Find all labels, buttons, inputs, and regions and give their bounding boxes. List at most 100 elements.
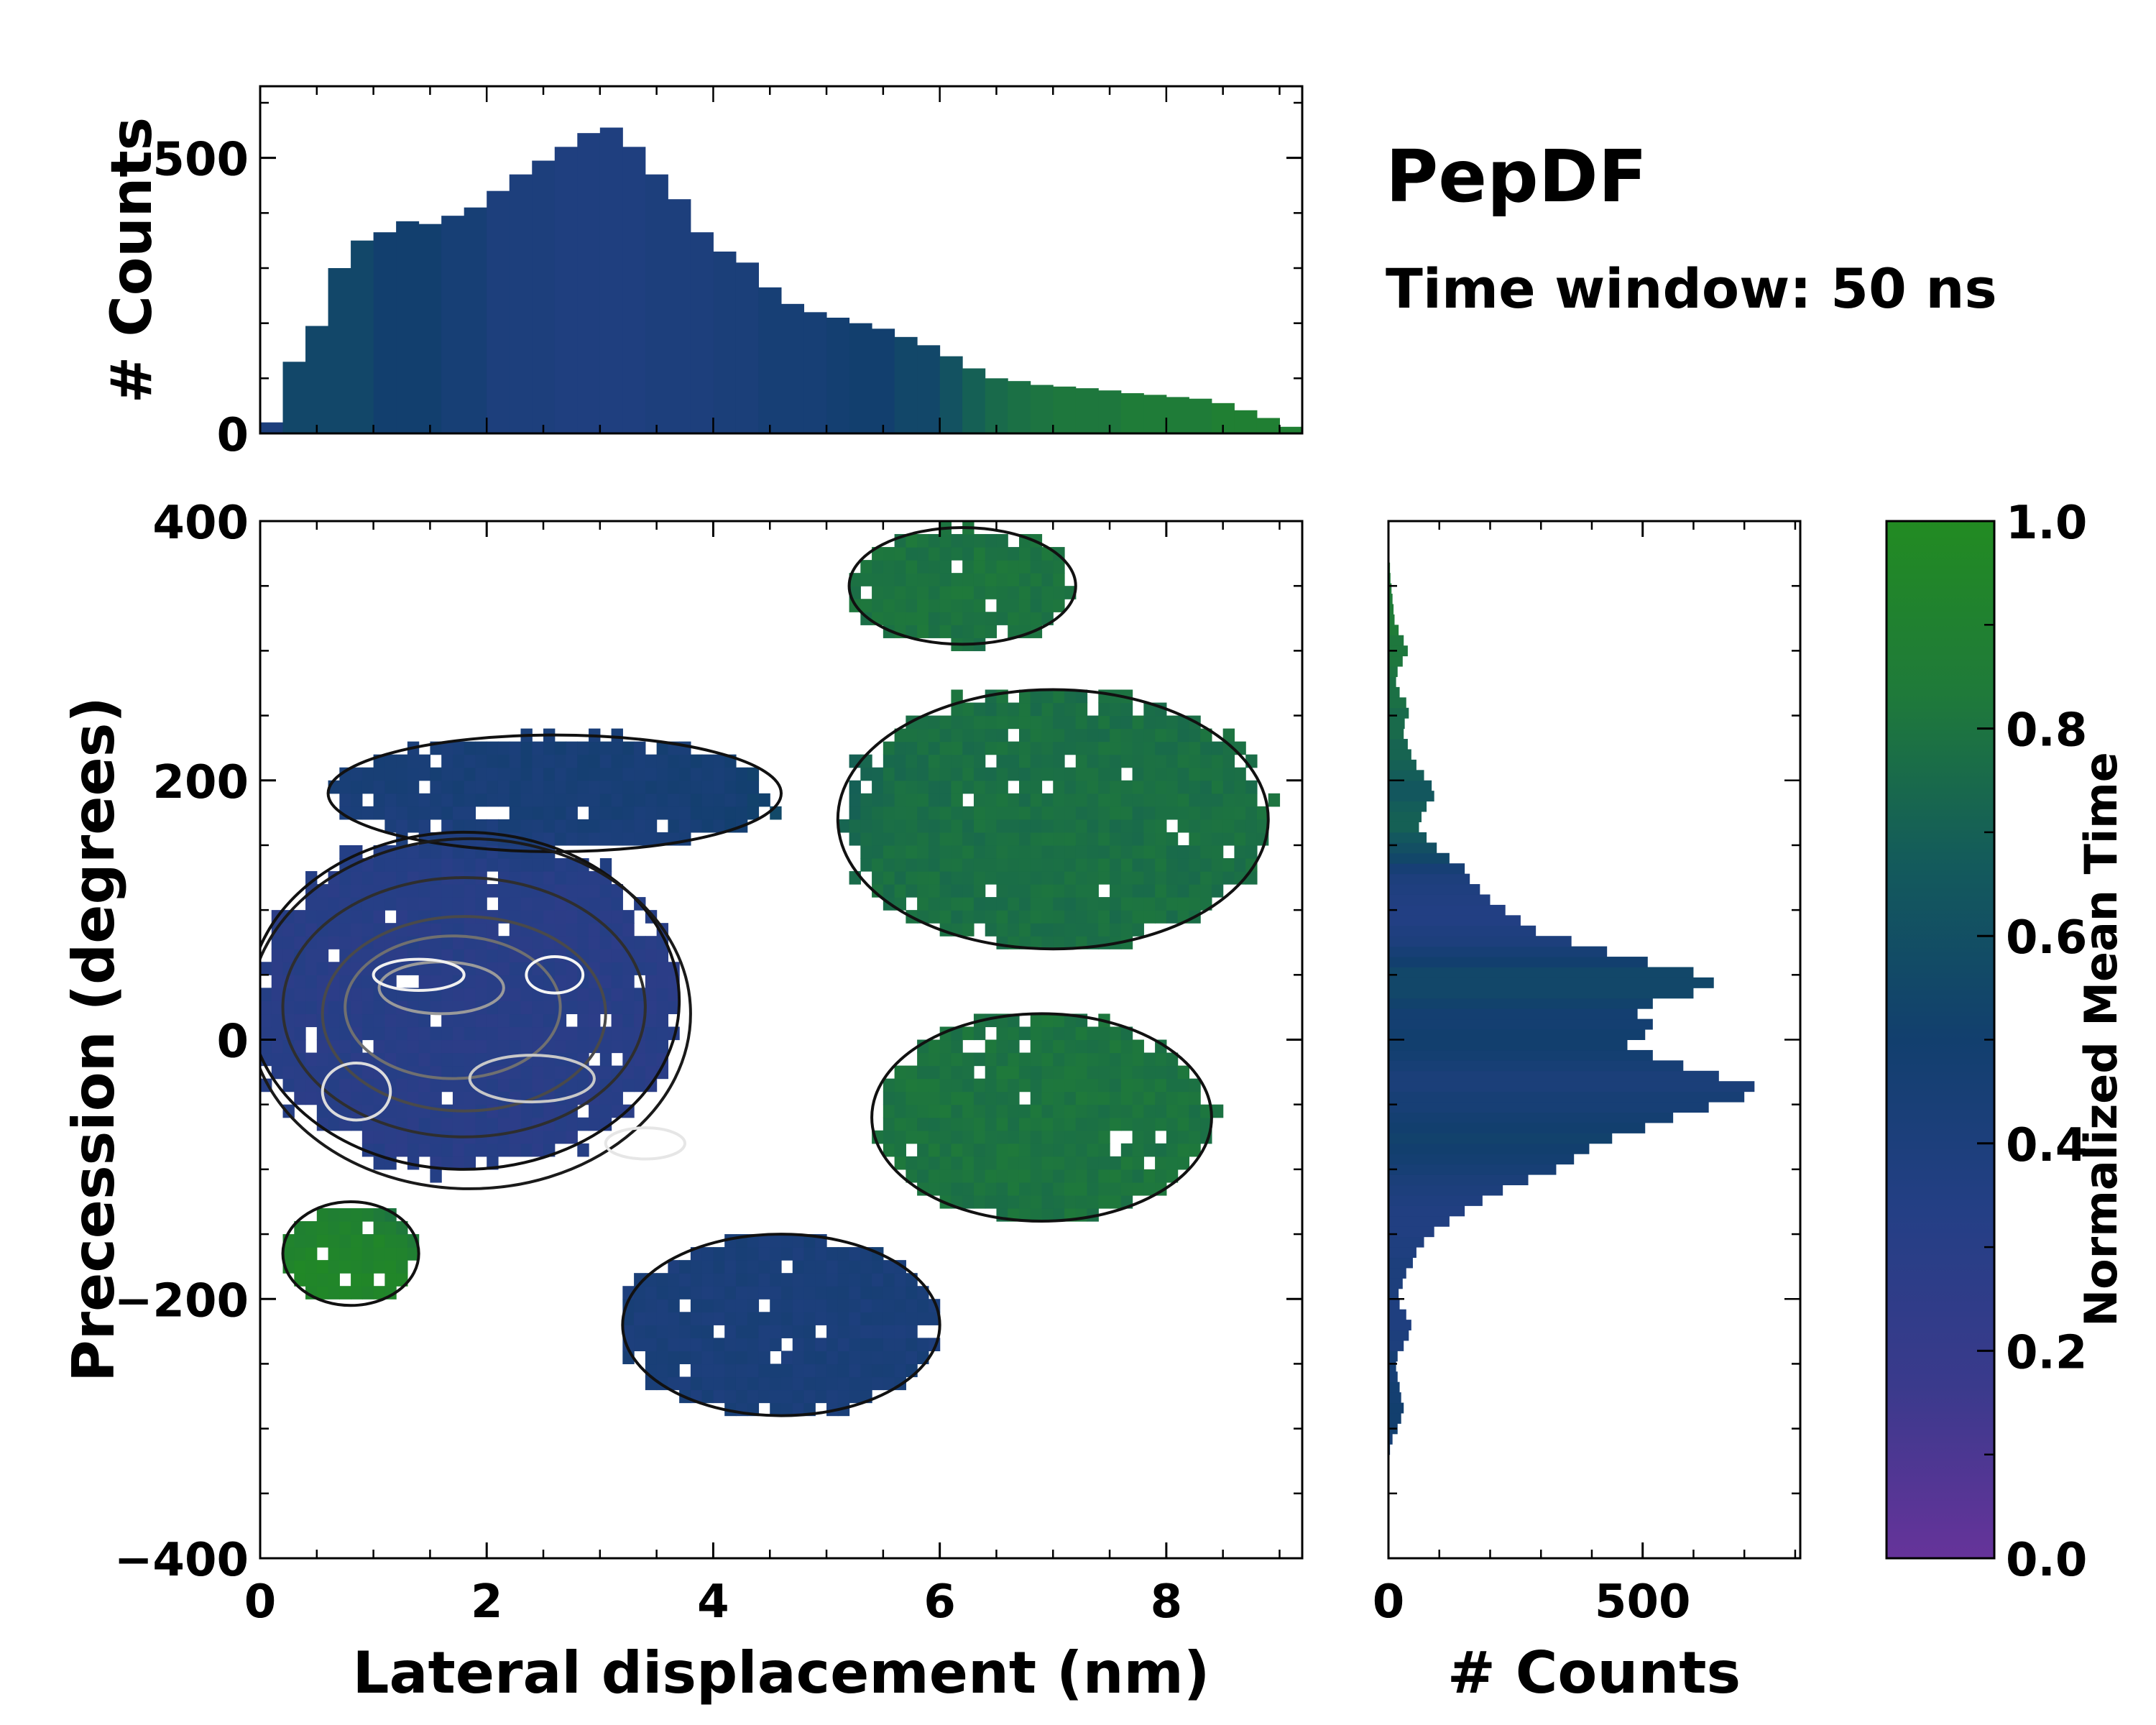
heatmap-cell — [532, 936, 544, 949]
heatmap-cell — [645, 1065, 658, 1080]
heatmap-cell — [351, 1078, 363, 1092]
heatmap-cell — [464, 1091, 476, 1105]
heatmap-cell — [1110, 767, 1122, 781]
heatmap-cell — [1143, 715, 1156, 730]
heatmap-cell — [1053, 754, 1065, 768]
heatmap-cell — [815, 1299, 827, 1312]
heatmap-cell — [1008, 1169, 1020, 1183]
heatmap-cell — [939, 884, 952, 898]
heatmap-cell — [361, 1130, 374, 1144]
heatmap-cell — [645, 1325, 658, 1338]
heatmap-cell — [1030, 910, 1043, 924]
heatmap-cell — [747, 780, 760, 794]
heatmap-cell — [1110, 754, 1122, 768]
heatmap-cell — [441, 923, 453, 937]
heatmap-cell — [520, 988, 533, 1001]
heatmap-cell — [351, 884, 363, 898]
heatmap-cell — [430, 1169, 442, 1183]
heatmap-cell — [589, 793, 601, 807]
heatmap-cell — [962, 845, 975, 859]
right-histogram-bar — [1388, 1257, 1413, 1269]
heatmap-cell — [520, 857, 533, 872]
heatmap-cell — [497, 754, 510, 768]
heatmap-cell — [1087, 884, 1099, 898]
heatmap-cell — [928, 625, 941, 638]
heatmap-cell — [589, 832, 601, 846]
heatmap-cell — [939, 806, 952, 820]
heatmap-cell — [589, 1026, 601, 1041]
heatmap-cell — [1189, 884, 1201, 898]
heatmap-cell — [1030, 1065, 1043, 1080]
heatmap-cell — [747, 1234, 760, 1248]
heatmap-cell — [713, 1260, 725, 1274]
heatmap-cell — [554, 962, 567, 975]
heatmap-cell — [1120, 845, 1133, 859]
heatmap-cell — [407, 780, 420, 794]
heatmap-cell — [418, 1143, 431, 1157]
heatmap-cell — [1222, 754, 1235, 768]
heatmap-cell — [407, 857, 420, 872]
heatmap-cell — [271, 949, 284, 962]
top-histogram-bar — [373, 232, 397, 433]
heatmap-cell — [928, 1143, 941, 1157]
heatmap-cell — [520, 754, 533, 768]
heatmap-cell — [509, 1039, 522, 1054]
heatmap-cell — [656, 780, 668, 794]
heatmap-cell — [1053, 1208, 1065, 1222]
heatmap-cell — [475, 949, 487, 962]
heatmap-cell — [917, 1052, 929, 1067]
heatmap-cell — [1041, 741, 1054, 755]
heatmap-cell — [622, 1039, 635, 1054]
heatmap-cell — [328, 1117, 340, 1131]
heatmap-cell — [939, 871, 952, 885]
heatmap-cell — [305, 975, 318, 988]
heatmap-cell — [781, 1286, 793, 1300]
heatmap-cell — [962, 1078, 975, 1092]
heatmap-cell — [973, 1130, 986, 1144]
heatmap-cell — [735, 1363, 748, 1378]
heatmap-cell — [701, 767, 714, 781]
heatmap-cell — [1053, 923, 1065, 937]
heatmap-cell — [883, 793, 895, 807]
heatmap-cell — [803, 1247, 816, 1261]
heatmap-cell — [532, 1026, 544, 1041]
top-ytick-label: 500 — [152, 134, 249, 187]
heatmap-cell — [1008, 1143, 1020, 1157]
heatmap-cell — [951, 780, 963, 794]
heatmap-cell — [418, 806, 431, 820]
right-histogram-bar — [1388, 1205, 1465, 1217]
heatmap-cell — [1075, 767, 1088, 781]
heatmap-cell — [849, 832, 861, 846]
heatmap-cell — [883, 871, 895, 885]
heatmap-cell — [452, 1039, 465, 1054]
heatmap-cell — [951, 806, 963, 820]
heatmap-cell — [418, 1000, 431, 1015]
heatmap-cell — [1166, 1130, 1179, 1144]
heatmap-cell — [996, 1195, 1008, 1209]
heatmap-cell — [430, 897, 442, 911]
heatmap-cell — [951, 884, 963, 898]
heatmap-cell — [758, 1351, 770, 1365]
right-histogram-bar — [1388, 791, 1434, 802]
heatmap-cell — [1098, 923, 1110, 937]
heatmap-cell — [701, 793, 714, 807]
heatmap-cell — [1064, 1104, 1077, 1118]
heatmap-cell — [407, 910, 420, 924]
heatmap-cell — [554, 923, 567, 937]
heatmap-cell — [724, 1273, 737, 1287]
heatmap-cell — [328, 1286, 340, 1300]
heatmap-cell — [894, 1312, 906, 1325]
heatmap-cell — [951, 832, 963, 846]
heatmap-cell — [1132, 1078, 1144, 1092]
heatmap-cell — [951, 715, 963, 730]
heatmap-cell — [1064, 897, 1077, 911]
heatmap-cell — [532, 819, 544, 833]
heatmap-cell — [1064, 728, 1077, 742]
heatmap-cell — [1008, 819, 1020, 833]
heatmap-cell — [520, 1065, 533, 1080]
right-histogram-bar — [1388, 1174, 1529, 1186]
heatmap-cell — [1041, 702, 1054, 717]
heatmap-cell — [985, 780, 998, 794]
heatmap-cell — [430, 1117, 442, 1131]
heatmap-cell — [883, 1104, 895, 1118]
